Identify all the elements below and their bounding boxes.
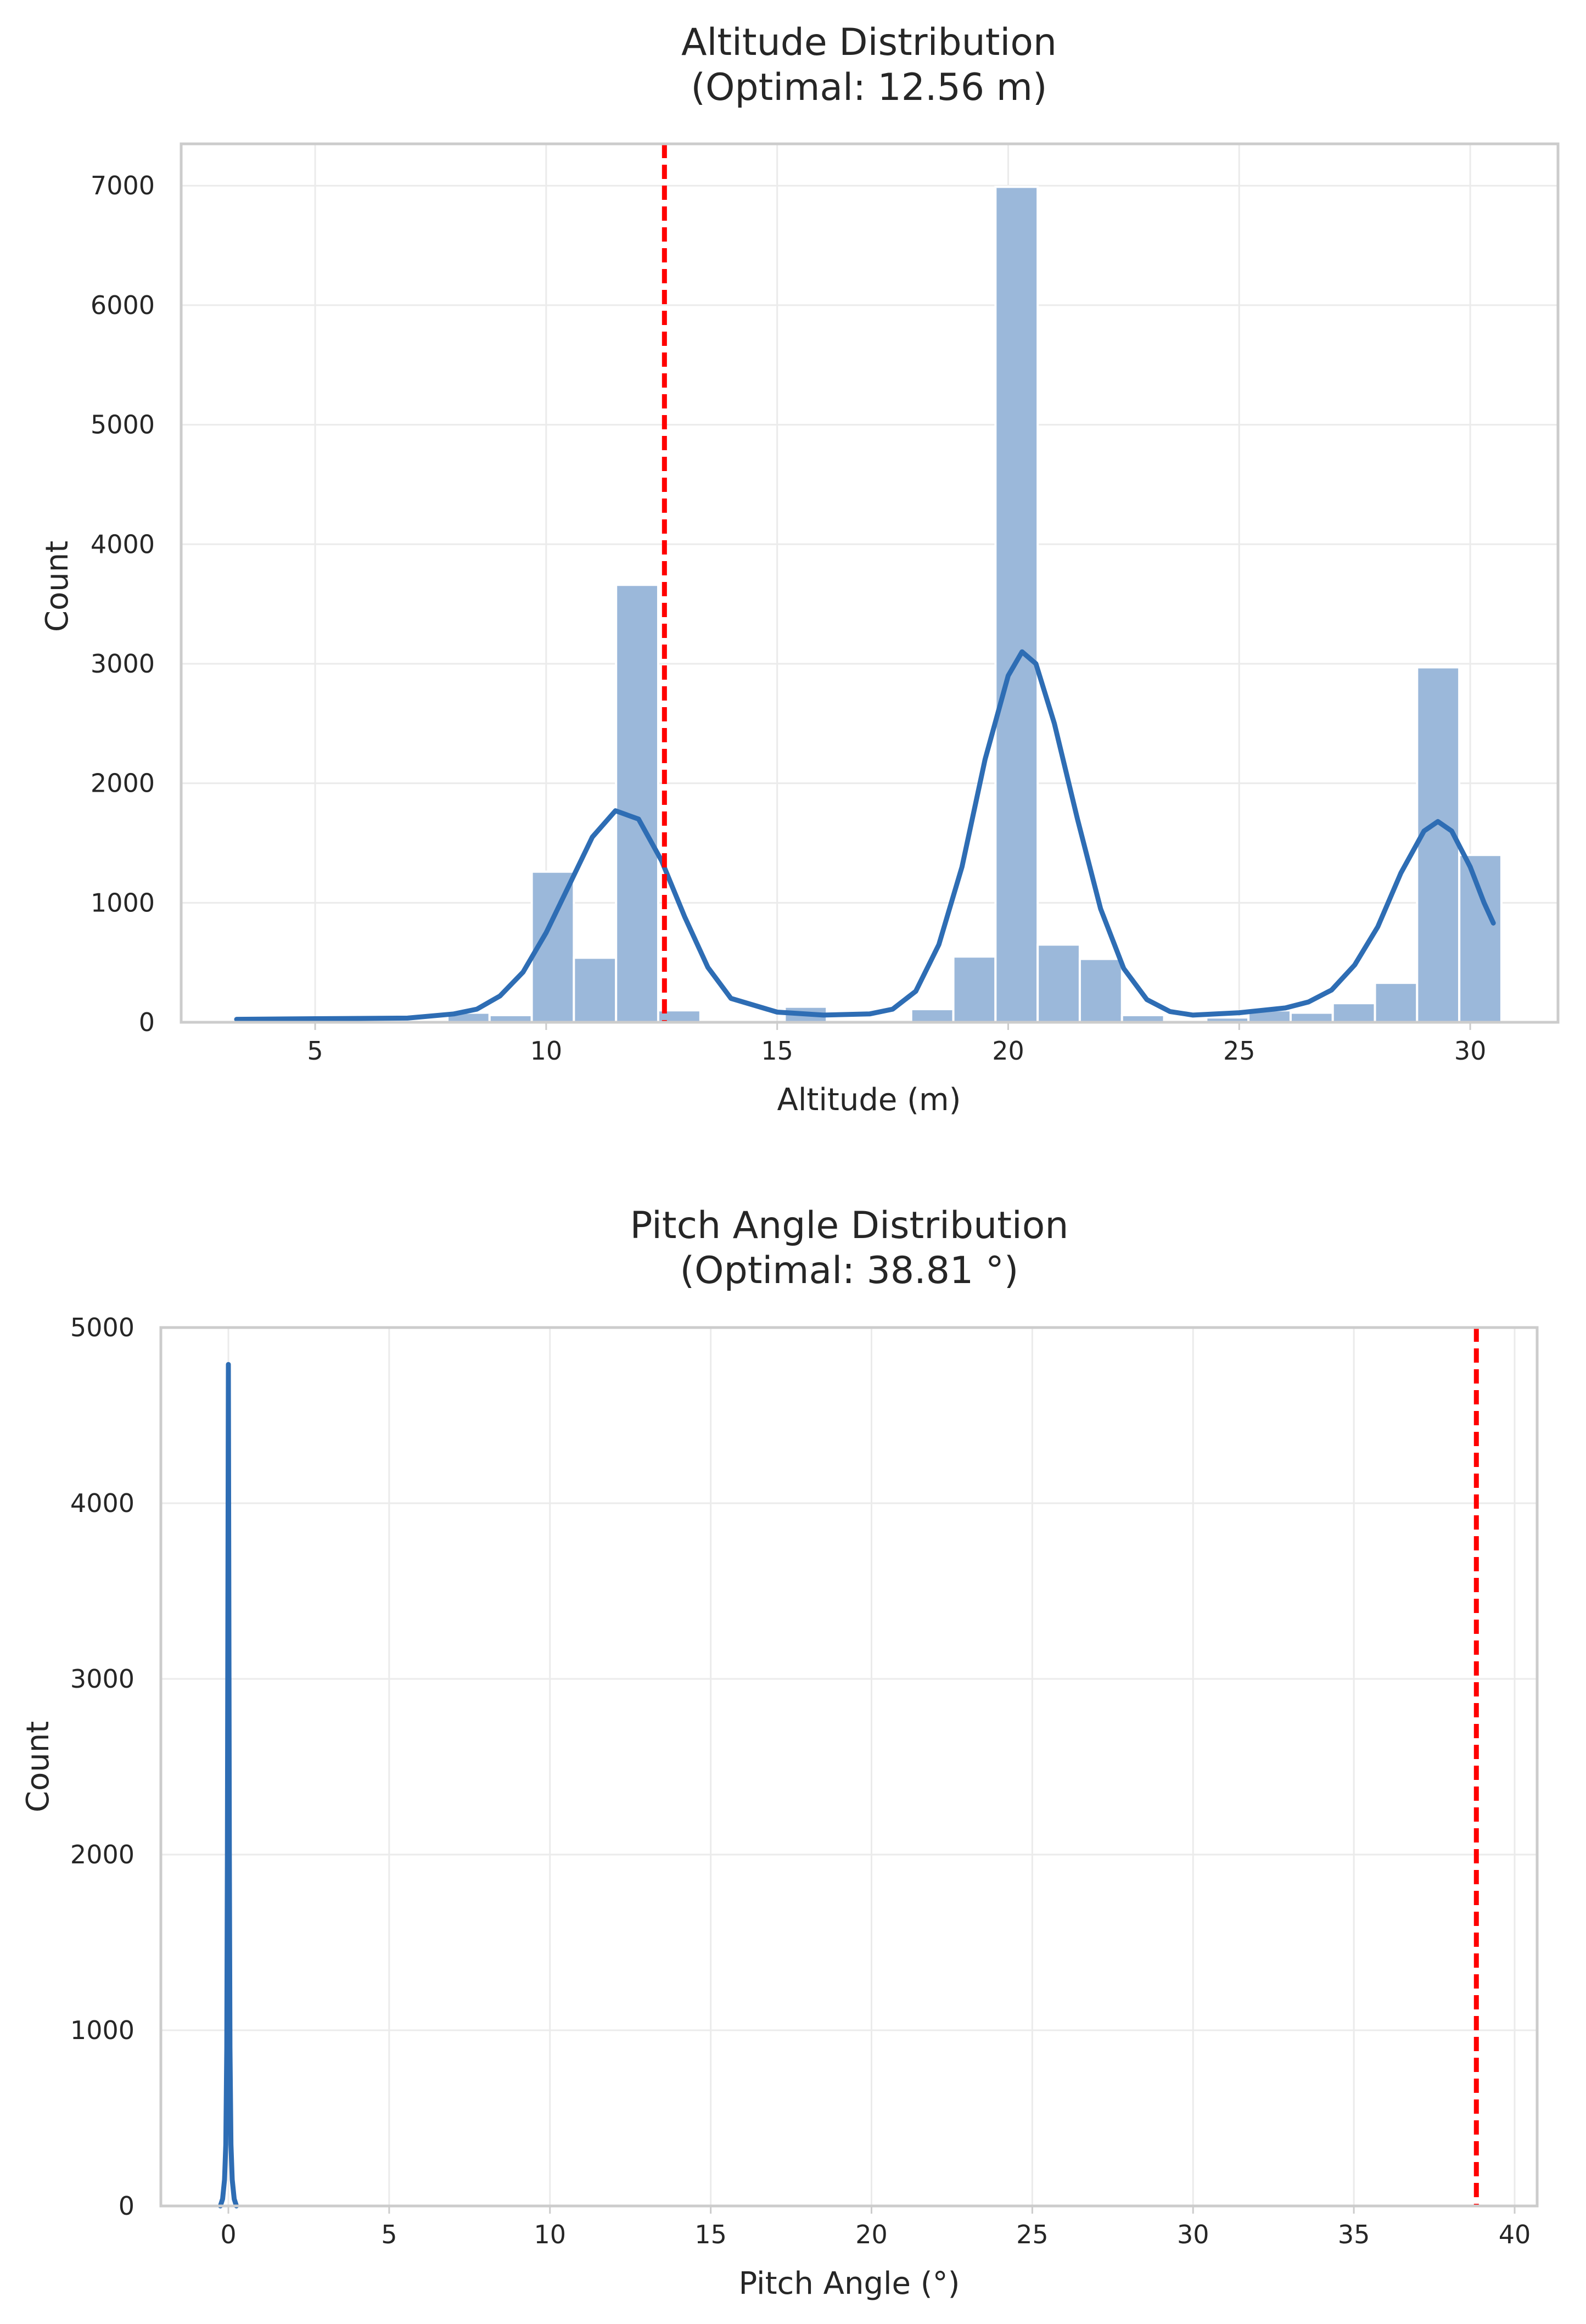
pitch-x-tick-label: 30	[1177, 2220, 1209, 2249]
altitude-x-tick-label: 25	[1223, 1036, 1256, 1066]
pitch-y-tick-label: 3000	[70, 1664, 134, 1694]
altitude-histogram-bar	[994, 186, 1039, 1024]
pitch-chart: 0 5 10 15 20 25 30 35 40 0 1000 2000 3000 4000 5000 P…	[20, 1204, 1539, 2301]
altitude-histogram-bar	[910, 1008, 955, 1024]
altitude-y-tick-label: 4000	[91, 529, 155, 559]
altitude-x-tick-label: 5	[307, 1036, 323, 1066]
altitude-histogram-bar	[1416, 666, 1461, 1023]
pitch-x-ticks: 0 5 10 15 20 25 30 35 40	[220, 2206, 1531, 2249]
altitude-y-tick-label: 1000	[91, 888, 155, 917]
altitude-histogram-bar	[1036, 943, 1081, 1024]
altitude-kde-curve	[234, 649, 1496, 1022]
altitude-plot-frame	[180, 142, 1560, 1024]
altitude-y-tick-label: 5000	[91, 410, 155, 440]
altitude-histogram-bar	[1458, 854, 1503, 1023]
altitude-kde	[234, 649, 1496, 1022]
altitude-y-tick-label: 7000	[91, 171, 155, 200]
altitude-bars	[446, 186, 1503, 1024]
altitude-title-line-2: (Optimal: 12.56 m)	[691, 66, 1047, 109]
altitude-y-tick-label: 3000	[91, 649, 155, 679]
pitch-kde	[217, 1362, 239, 2209]
altitude-x-tick-label: 20	[992, 1036, 1024, 1066]
altitude-grid	[181, 144, 1558, 1023]
pitch-kde-curve	[217, 1362, 239, 2209]
altitude-y-ticks: 0 1000 2000 3000 4000 5000 6000 7000	[91, 171, 155, 1037]
pitch-x-axis-label: Pitch Angle (°)	[739, 2266, 960, 2301]
altitude-histogram-bar	[1331, 1002, 1376, 1023]
altitude-x-tick-label: 15	[761, 1036, 793, 1066]
pitch-plot-frame	[159, 1326, 1539, 2208]
pitch-y-tick-label: 1000	[70, 2015, 134, 2045]
pitch-y-tick-label: 0	[119, 2191, 134, 2221]
altitude-title-line-1: Altitude Distribution	[681, 21, 1057, 64]
pitch-x-tick-label: 15	[694, 2220, 727, 2249]
altitude-y-tick-label: 6000	[91, 290, 155, 320]
altitude-chart: 5 10 15 20 25 30 0 1000 2000 3000 4000 5000 6000 700…	[40, 21, 1560, 1118]
pitch-title-line-1: Pitch Angle Distribution	[630, 1204, 1069, 1247]
pitch-x-tick-label: 5	[381, 2220, 397, 2249]
pitch-grid	[161, 1326, 1537, 2207]
altitude-x-ticks: 5 10 15 20 25 30	[307, 1022, 1486, 1066]
pitch-x-tick-label: 10	[534, 2220, 566, 2249]
altitude-histogram-bar	[1078, 957, 1123, 1024]
altitude-histogram-bar	[1289, 1011, 1334, 1024]
altitude-histogram-bar	[573, 956, 618, 1023]
pitch-x-tick-label: 35	[1338, 2220, 1370, 2249]
pitch-x-tick-label: 0	[220, 2220, 236, 2249]
pitch-y-tick-label: 5000	[70, 1313, 134, 1342]
altitude-x-tick-label: 30	[1454, 1036, 1487, 1066]
pitch-y-ticks: 0 1000 2000 3000 4000 5000	[70, 1313, 134, 2221]
altitude-histogram-bar	[1374, 982, 1419, 1023]
altitude-y-tick-label: 0	[139, 1007, 155, 1037]
pitch-y-tick-label: 4000	[70, 1488, 134, 1518]
altitude-histogram-bar	[615, 584, 659, 1023]
pitch-x-tick-label: 25	[1016, 2220, 1049, 2249]
pitch-x-tick-label: 20	[855, 2220, 888, 2249]
altitude-histogram-bar	[952, 955, 997, 1023]
pitch-title-line-2: (Optimal: 38.81 °)	[680, 1249, 1019, 1292]
pitch-y-axis-label: Count	[20, 1721, 56, 1812]
pitch-x-tick-label: 40	[1499, 2220, 1531, 2249]
altitude-y-tick-label: 2000	[91, 769, 155, 798]
altitude-y-axis-label: Count	[40, 541, 75, 632]
pitch-y-tick-label: 2000	[70, 1840, 134, 1869]
altitude-x-axis-label: Altitude (m)	[777, 1082, 961, 1118]
altitude-x-tick-label: 10	[530, 1036, 563, 1066]
